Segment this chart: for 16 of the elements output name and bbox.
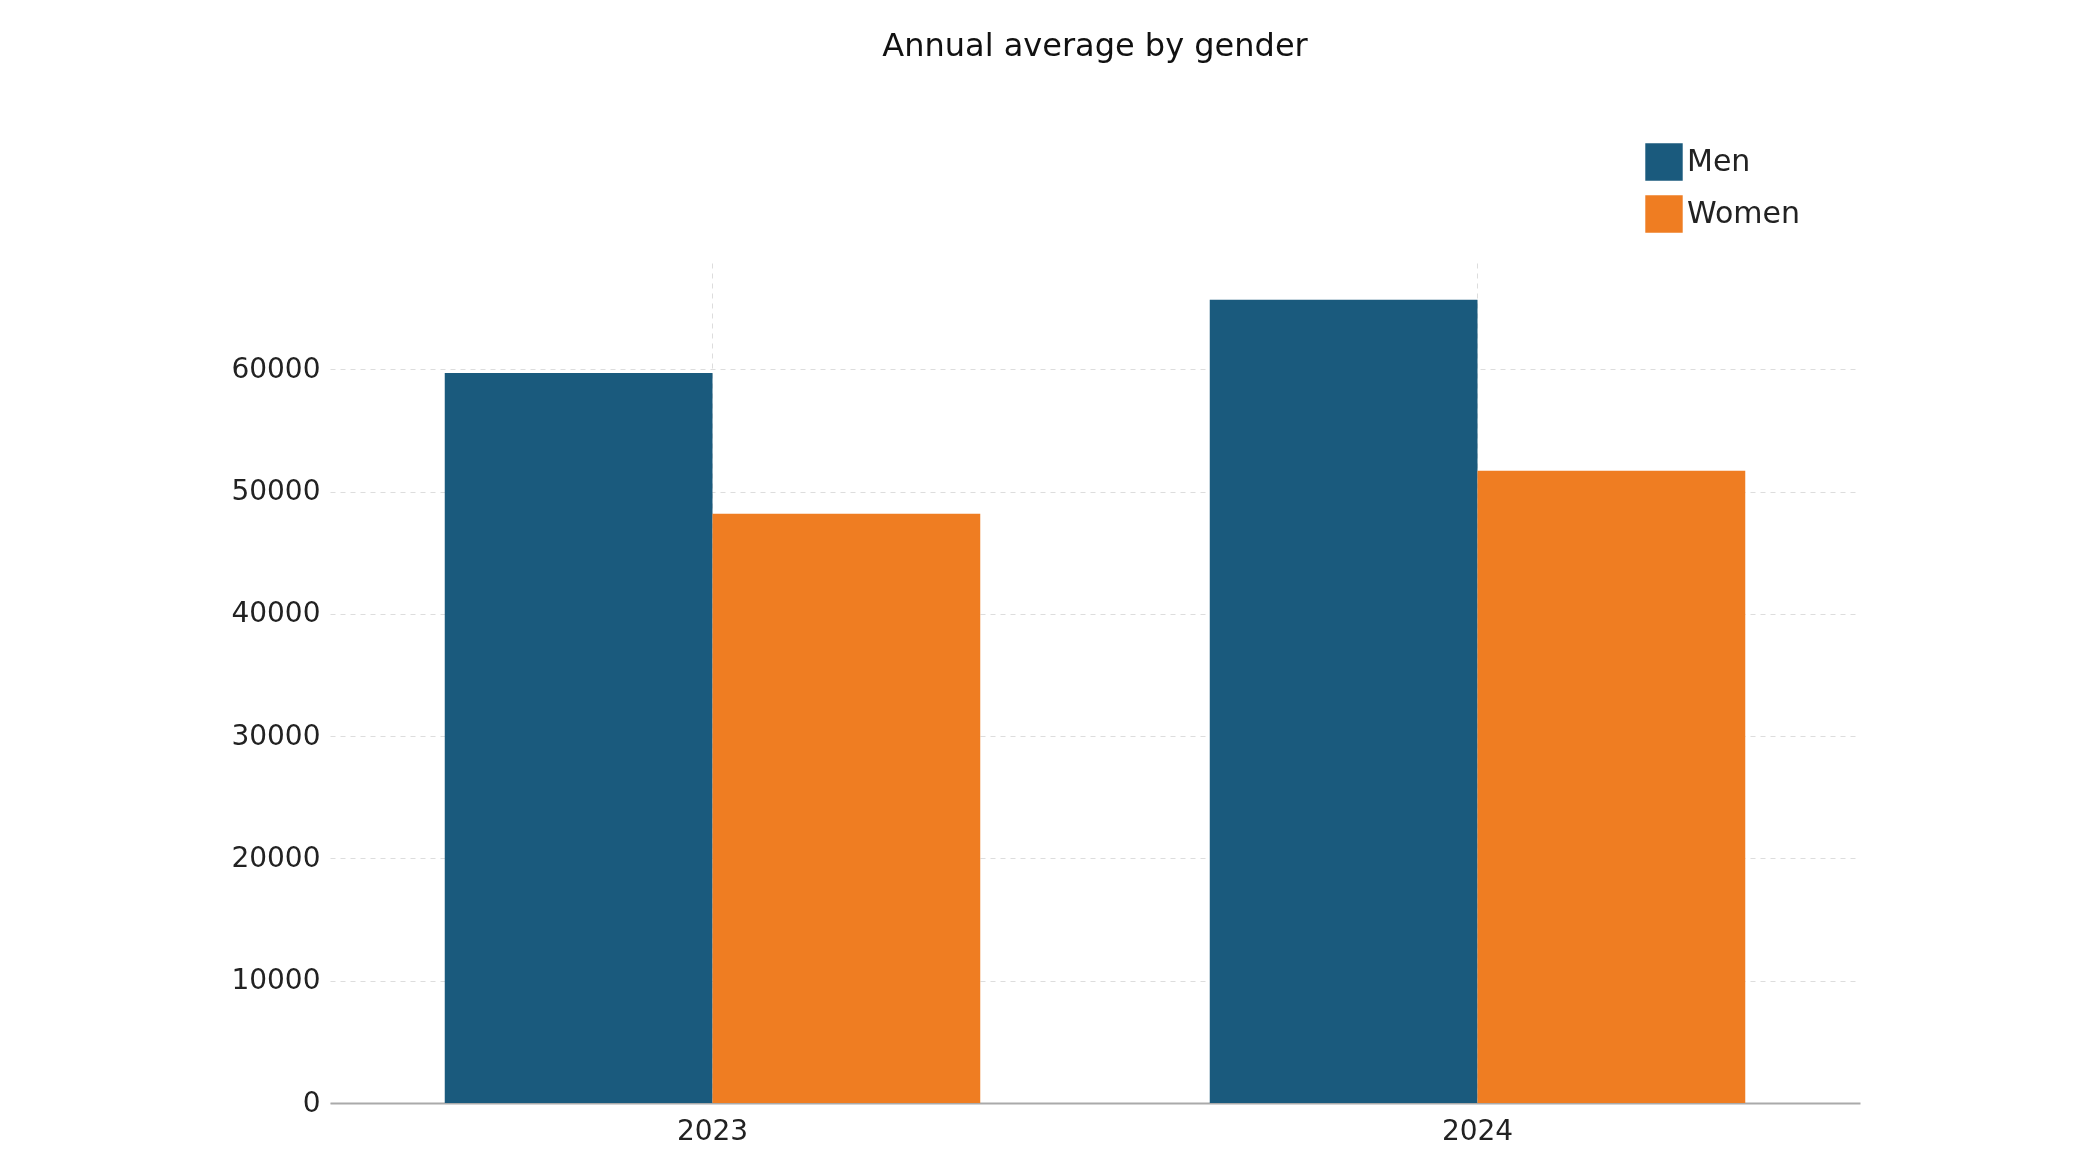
bar: [712, 513, 981, 1103]
y-tick-label: 50000: [231, 474, 321, 508]
y-tick-label: 40000: [231, 596, 321, 630]
y-tick-label: 0: [302, 1085, 321, 1119]
y-tick-label: 30000: [231, 718, 321, 752]
legend-label: Women: [1687, 195, 1800, 230]
y-tick-label: 20000: [231, 840, 321, 874]
x-tick-label: 2024: [1441, 1113, 1514, 1147]
bar: [1209, 299, 1478, 1103]
bar: [444, 373, 713, 1103]
chart-title: Annual average by gender: [882, 26, 1309, 64]
bar: [1477, 470, 1746, 1103]
y-tick-label: 10000: [231, 963, 321, 997]
legend-label: Men: [1687, 143, 1751, 178]
x-tick-label: 2023: [676, 1113, 749, 1147]
y-tick-label: 60000: [231, 351, 321, 385]
